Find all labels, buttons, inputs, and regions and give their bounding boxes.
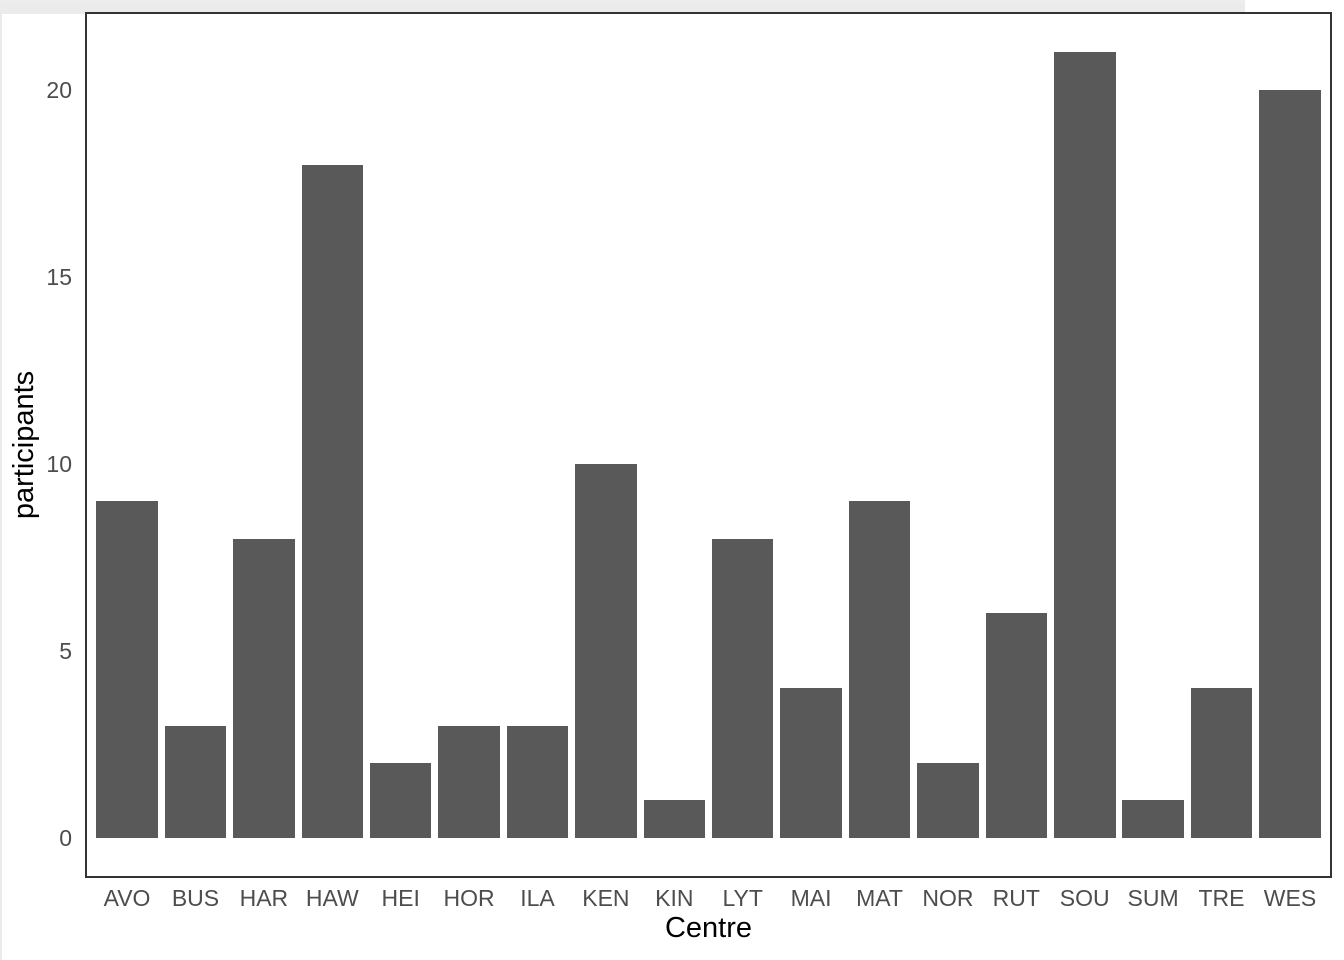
gridline-major-horizontal <box>0 6 1245 8</box>
bar-bus <box>164 725 227 838</box>
x-tick-label: AVO <box>103 885 151 911</box>
bar-hor <box>438 725 500 838</box>
x-tick-label: TRE <box>1198 885 1245 911</box>
y-tick-label: 15 <box>46 263 72 290</box>
x-tick-label: HOR <box>443 885 495 911</box>
x-tick-label: MAT <box>856 885 903 911</box>
bar-kin <box>643 800 706 838</box>
bar-haw <box>301 164 364 838</box>
x-tick-label: HAW <box>305 885 359 911</box>
bar-hei <box>369 762 432 838</box>
gridline-major-horizontal <box>0 10 1245 12</box>
bar-tre <box>1190 688 1253 838</box>
x-tick-label: NOR <box>922 885 974 911</box>
bar-mat <box>848 501 911 838</box>
gridline-major-vertical <box>0 878 2 960</box>
bar-har <box>233 538 295 838</box>
y-tick-label: 10 <box>46 450 72 477</box>
x-tick-label: RUT <box>992 885 1040 911</box>
bar-ila <box>506 725 569 838</box>
y-tick-label: 5 <box>59 637 72 664</box>
gridline-minor-horizontal <box>0 0 1245 1</box>
bar-avo <box>96 501 158 838</box>
bar-sou <box>1054 52 1116 838</box>
x-tick-label: KEN <box>582 885 630 911</box>
y-axis-title: participants <box>8 370 40 520</box>
gridline-major-horizontal <box>0 8 1245 10</box>
bar-sum <box>1122 800 1184 838</box>
bar-lyt <box>711 538 774 838</box>
x-tick-label: SOU <box>1059 885 1110 911</box>
x-tick-label: SUM <box>1127 885 1179 911</box>
bar-nor <box>917 762 979 838</box>
x-tick-label: LYT <box>722 885 763 911</box>
bar-wes <box>1259 89 1321 838</box>
x-tick-label: HAR <box>239 885 289 911</box>
x-tick-label: BUS <box>171 885 220 911</box>
gridline-minor-horizontal <box>0 1 1245 2</box>
bar-mai <box>780 688 842 838</box>
bar-ken <box>575 463 637 838</box>
bar-rut <box>985 613 1048 838</box>
gridline-major-vertical <box>0 14 2 878</box>
gridline-minor-horizontal <box>0 3 1245 4</box>
y-tick-label: 0 <box>59 824 72 851</box>
x-tick-label: KIN <box>655 885 694 911</box>
x-tick-label: MAI <box>790 885 832 911</box>
gridline-minor-horizontal <box>0 2 1245 3</box>
y-tick-label: 20 <box>46 76 72 103</box>
x-axis-title: Centre <box>664 912 753 944</box>
gridline-major-horizontal <box>0 12 1245 14</box>
x-tick-label: ILA <box>520 885 555 911</box>
x-tick-label: WES <box>1263 885 1317 911</box>
gridline-major-horizontal <box>0 4 1245 6</box>
x-tick-label: HEI <box>381 885 420 911</box>
